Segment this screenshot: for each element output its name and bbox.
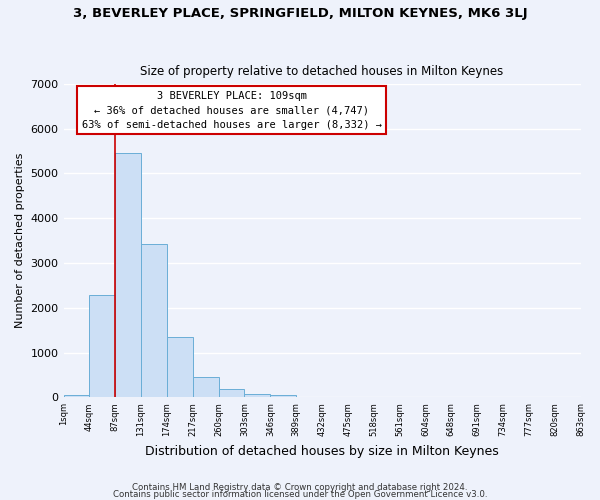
Y-axis label: Number of detached properties: Number of detached properties [15,153,25,328]
Text: Contains HM Land Registry data © Crown copyright and database right 2024.: Contains HM Land Registry data © Crown c… [132,484,468,492]
Bar [271,395,296,398]
X-axis label: Distribution of detached houses by size in Milton Keynes: Distribution of detached houses by size … [145,444,499,458]
Bar [218,390,244,398]
Bar [244,394,271,398]
Title: Size of property relative to detached houses in Milton Keynes: Size of property relative to detached ho… [140,66,503,78]
Bar [89,295,115,398]
Text: 3, BEVERLEY PLACE, SPRINGFIELD, MILTON KEYNES, MK6 3LJ: 3, BEVERLEY PLACE, SPRINGFIELD, MILTON K… [73,8,527,20]
Bar [141,244,167,398]
Bar [193,377,218,398]
Text: Contains public sector information licensed under the Open Government Licence v3: Contains public sector information licen… [113,490,487,499]
Bar [64,395,89,398]
Bar [167,338,193,398]
Text: 3 BEVERLEY PLACE: 109sqm
← 36% of detached houses are smaller (4,747)
63% of sem: 3 BEVERLEY PLACE: 109sqm ← 36% of detach… [82,90,382,130]
Bar [115,153,141,398]
